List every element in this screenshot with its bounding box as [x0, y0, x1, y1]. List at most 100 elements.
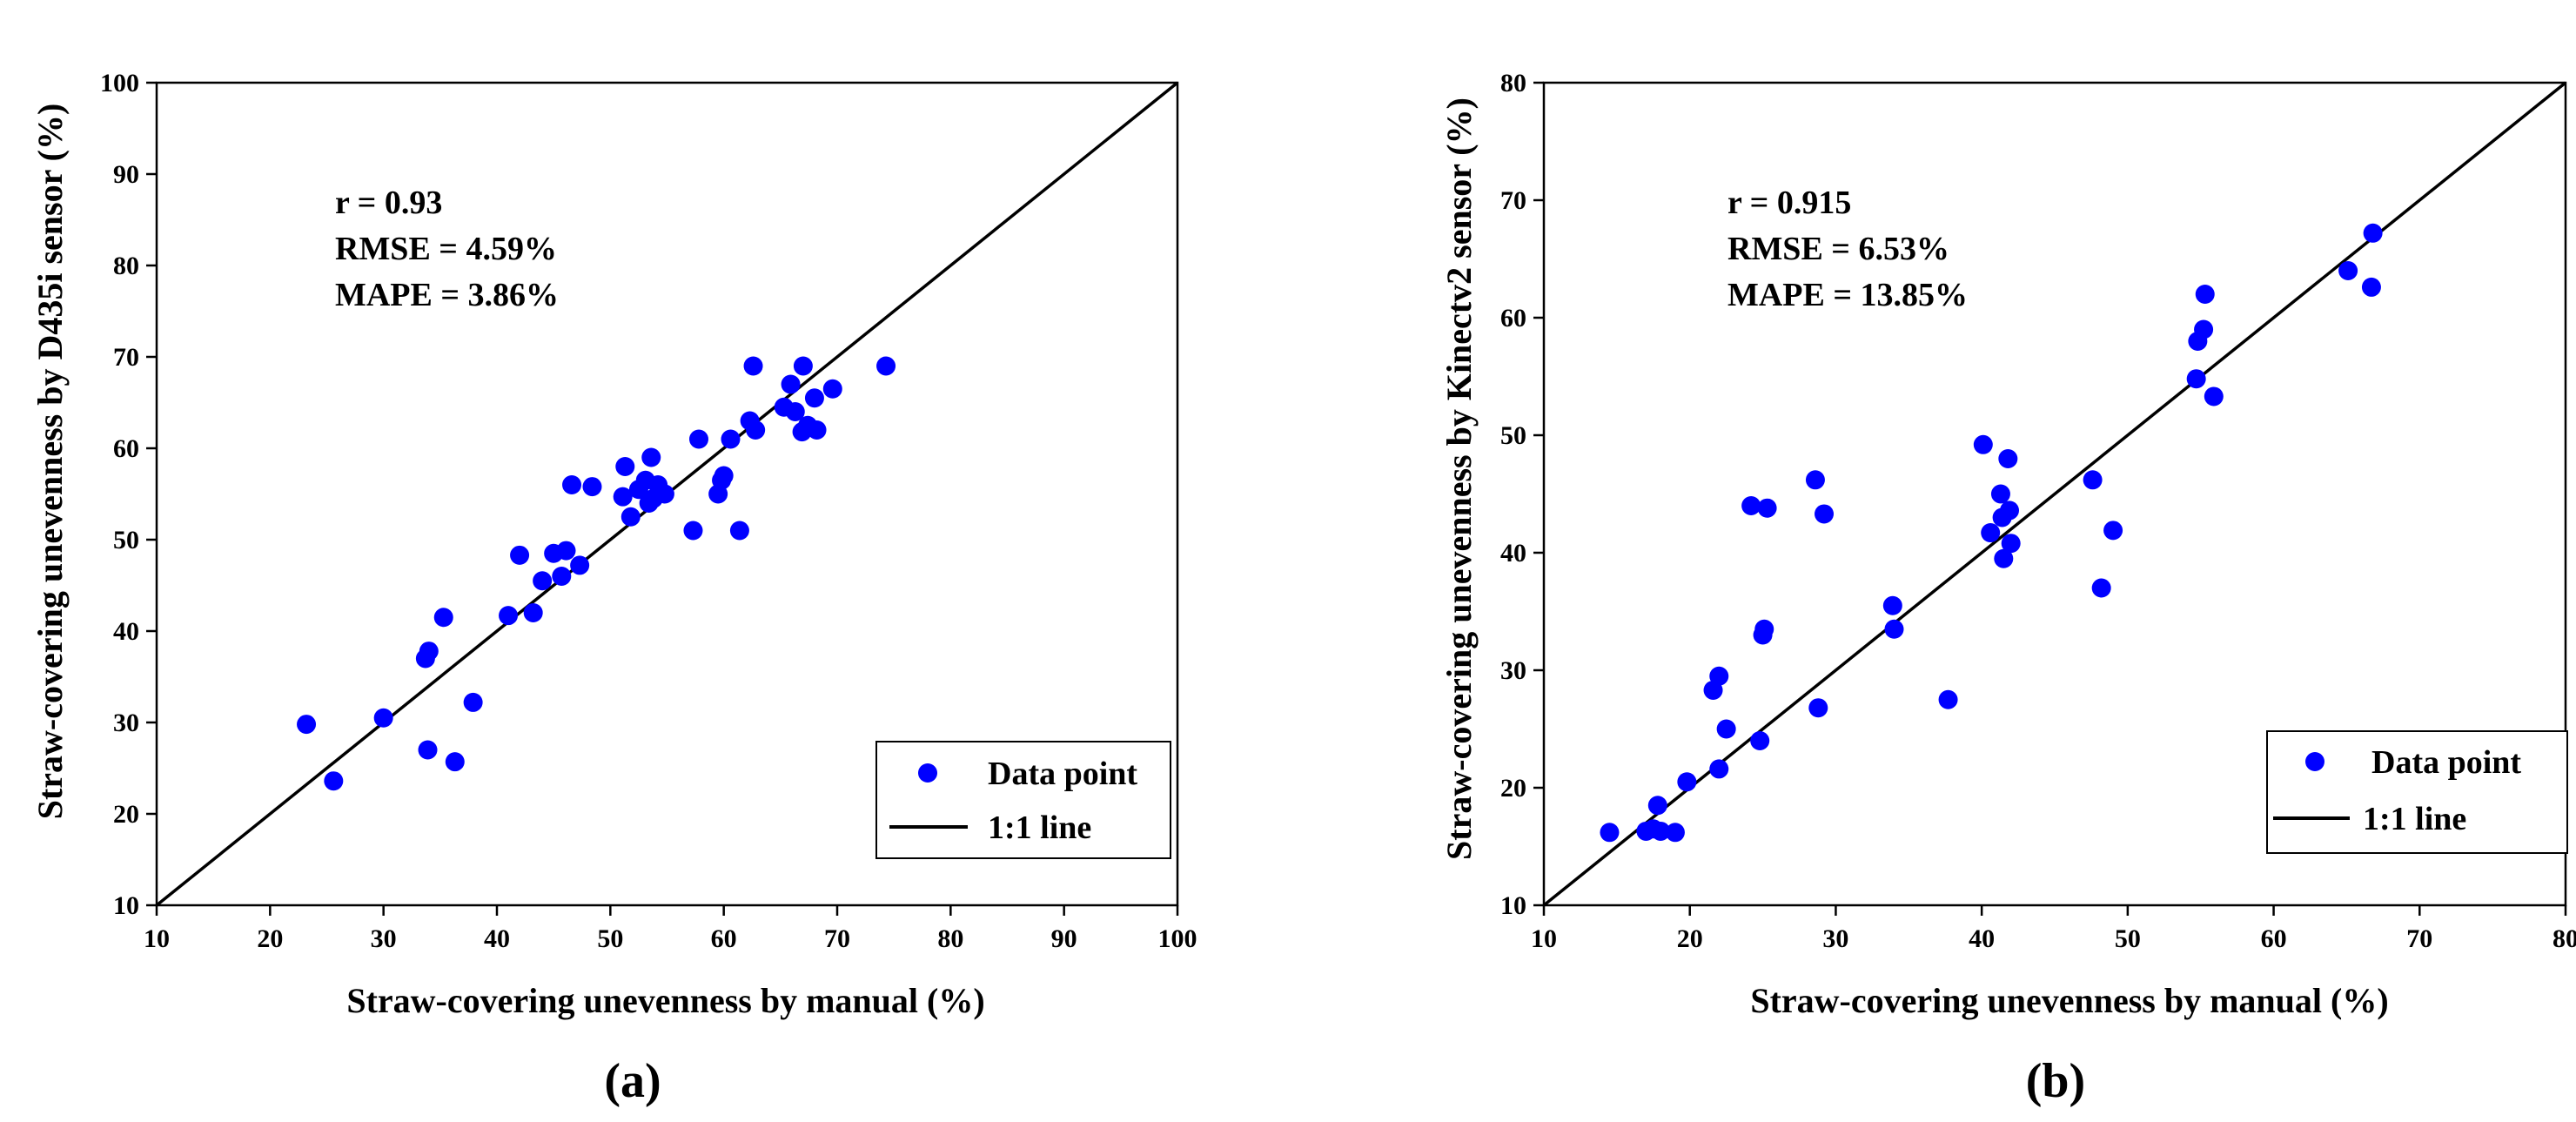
chart-b-data-point — [2195, 285, 2215, 304]
chart-a-y-tick-label: 70 — [113, 343, 139, 372]
chart-a-x-ticks: 10 20 30 40 50 60 70 80 90 100 — [144, 905, 1197, 953]
chart-b-data-point — [1973, 434, 1993, 454]
chart-a-y-tick-label: 20 — [113, 800, 139, 829]
chart-b-data-point — [1757, 498, 1777, 518]
chart-b-annotation-rmse: RMSE = 6.53% — [1727, 231, 1949, 267]
chart-a-data-point — [570, 555, 590, 575]
chart-a-points — [297, 356, 896, 791]
chart-a-data-point — [552, 567, 572, 586]
chart-a-data-point — [433, 608, 453, 628]
chart-b-data-point — [2083, 470, 2103, 490]
chart-b-data-point — [2363, 223, 2383, 243]
chart-b-y-tick-label: 40 — [1500, 539, 1526, 568]
chart-a-legend-point-label: Data point — [988, 756, 1137, 792]
chart-a-data-point — [499, 606, 519, 626]
chart-a-x-tick-label: 80 — [937, 924, 963, 953]
chart-b-data-point — [2361, 277, 2381, 297]
chart-a-x-tick-label: 100 — [1158, 924, 1197, 953]
chart-b-axes — [1542, 81, 2567, 907]
chart-a-y-tick-label: 40 — [113, 617, 139, 646]
chart-b-data-point — [1815, 504, 1835, 524]
chart-a-axes — [155, 81, 1179, 907]
chart-b-x-tick-label: 80 — [2553, 924, 2576, 953]
chart-a-data-point — [822, 379, 842, 399]
chart-b-data-point — [1741, 496, 1761, 515]
chart-a-annotation-mape: MAPE = 3.86% — [335, 277, 559, 313]
chart-a-data-point — [533, 571, 553, 591]
chart-a-legend: Data point 1:1 line — [875, 741, 1171, 859]
chart-b-x-tick-label: 70 — [2406, 924, 2432, 953]
chart-a-x-tick-label: 20 — [257, 924, 283, 953]
chart-a-plot-frame — [155, 81, 1179, 907]
chart-b-x-tick-label: 60 — [2261, 924, 2287, 953]
chart-a-data-point — [807, 420, 827, 440]
chart-a-legend-point-marker — [918, 763, 937, 783]
chart-a-x-tick-label: 70 — [824, 924, 850, 953]
chart-a-data-point — [729, 521, 749, 541]
chart-a-data-point — [785, 402, 805, 421]
chart-b-points — [1600, 223, 2383, 843]
chart-b-data-point — [1884, 619, 1904, 639]
chart-a-data-point — [463, 692, 483, 712]
chart-b-data-point — [1882, 595, 1902, 615]
chart-a-data-point — [621, 507, 641, 527]
chart-a: 10 20 30 40 50 60 70 80 90 100 10 20 30 40 50 60 70 80 90… — [30, 69, 1197, 1108]
chart-b-data-point — [1938, 689, 1958, 709]
chart-b-data-point — [1709, 666, 1729, 686]
chart-a-y-tick-label: 10 — [113, 891, 139, 920]
chart-a-y-tick-label: 80 — [113, 252, 139, 280]
chart-a-data-point — [613, 487, 633, 507]
chart-b-x-tick-label: 30 — [1822, 924, 1848, 953]
chart-a-data-point — [746, 420, 766, 440]
chart-b-y-tick-label: 10 — [1500, 891, 1526, 920]
chart-a-y-tick-label: 60 — [113, 434, 139, 463]
chart-b-data-point — [1994, 548, 2014, 568]
chart-a-legend-box — [875, 741, 1171, 859]
chart-b-data-point — [1754, 619, 1774, 639]
chart-b-x-tick-label: 40 — [1969, 924, 1995, 953]
chart-b-x-tick-label: 20 — [1677, 924, 1703, 953]
chart-b-plot-frame — [1542, 81, 2567, 907]
chart-b-y-tick-label: 20 — [1500, 774, 1526, 803]
chart-b-legend-point-label: Data point — [2371, 744, 2521, 781]
chart-a-panel-label: (a) — [604, 1054, 661, 1108]
chart-a-y-tick-label: 90 — [113, 160, 139, 189]
chart-b-data-point — [1665, 823, 1685, 843]
chart-b-data-point — [1998, 449, 2018, 468]
chart-a-data-point — [373, 708, 393, 728]
chart-b-y-tick-label: 80 — [1500, 69, 1526, 97]
chart-b-data-point — [2001, 534, 2021, 554]
chart-b-panel-label: (b) — [2026, 1054, 2085, 1108]
chart-a-x-tick-label: 50 — [597, 924, 623, 953]
chart-b-y-tick-label: 50 — [1500, 421, 1526, 450]
chart-b-annotation-mape: MAPE = 13.85% — [1727, 277, 1968, 313]
chart-b-legend: Data point 1:1 line — [2266, 730, 2568, 854]
chart-b-legend-point-marker — [2305, 752, 2324, 771]
chart-a-y-tick-label: 50 — [113, 526, 139, 554]
chart-a-x-tick-label: 90 — [1051, 924, 1077, 953]
chart-a-x-axis-title: Straw-covering unevenness by manual (%) — [346, 981, 984, 1020]
chart-a-y-tick-label: 30 — [113, 709, 139, 737]
chart-a-data-point — [683, 521, 703, 541]
chart-b-data-point — [1750, 731, 1770, 750]
chart-b-data-point — [2338, 261, 2358, 280]
chart-a-data-point — [804, 388, 824, 408]
chart-b-data-point — [1808, 698, 1828, 718]
chart-b-data-point — [1647, 796, 1667, 816]
chart-a-y-tick-label: 100 — [100, 69, 139, 97]
chart-b: 10 20 30 40 50 60 70 80 10 20 30 40 50 60 70 80 r = 0.… — [1439, 69, 2576, 1108]
chart-a-data-point — [582, 477, 602, 497]
chart-a-data-point — [510, 545, 530, 565]
chart-b-annotation-r: r = 0.915 — [1727, 185, 1851, 221]
chart-b-x-ticks: 10 20 30 40 50 60 70 80 — [1531, 905, 2576, 953]
chart-a-data-point — [721, 429, 741, 449]
chart-b-data-point — [1677, 772, 1697, 792]
chart-b-data-point — [1981, 523, 2001, 543]
chart-b-legend-box — [2266, 730, 2568, 854]
chart-a-data-point — [781, 374, 801, 394]
chart-a-data-point — [523, 603, 543, 622]
chart-b-data-point — [2103, 521, 2123, 541]
chart-a-legend-line-label: 1:1 line — [988, 810, 1091, 846]
chart-a-x-tick-label: 30 — [371, 924, 397, 953]
